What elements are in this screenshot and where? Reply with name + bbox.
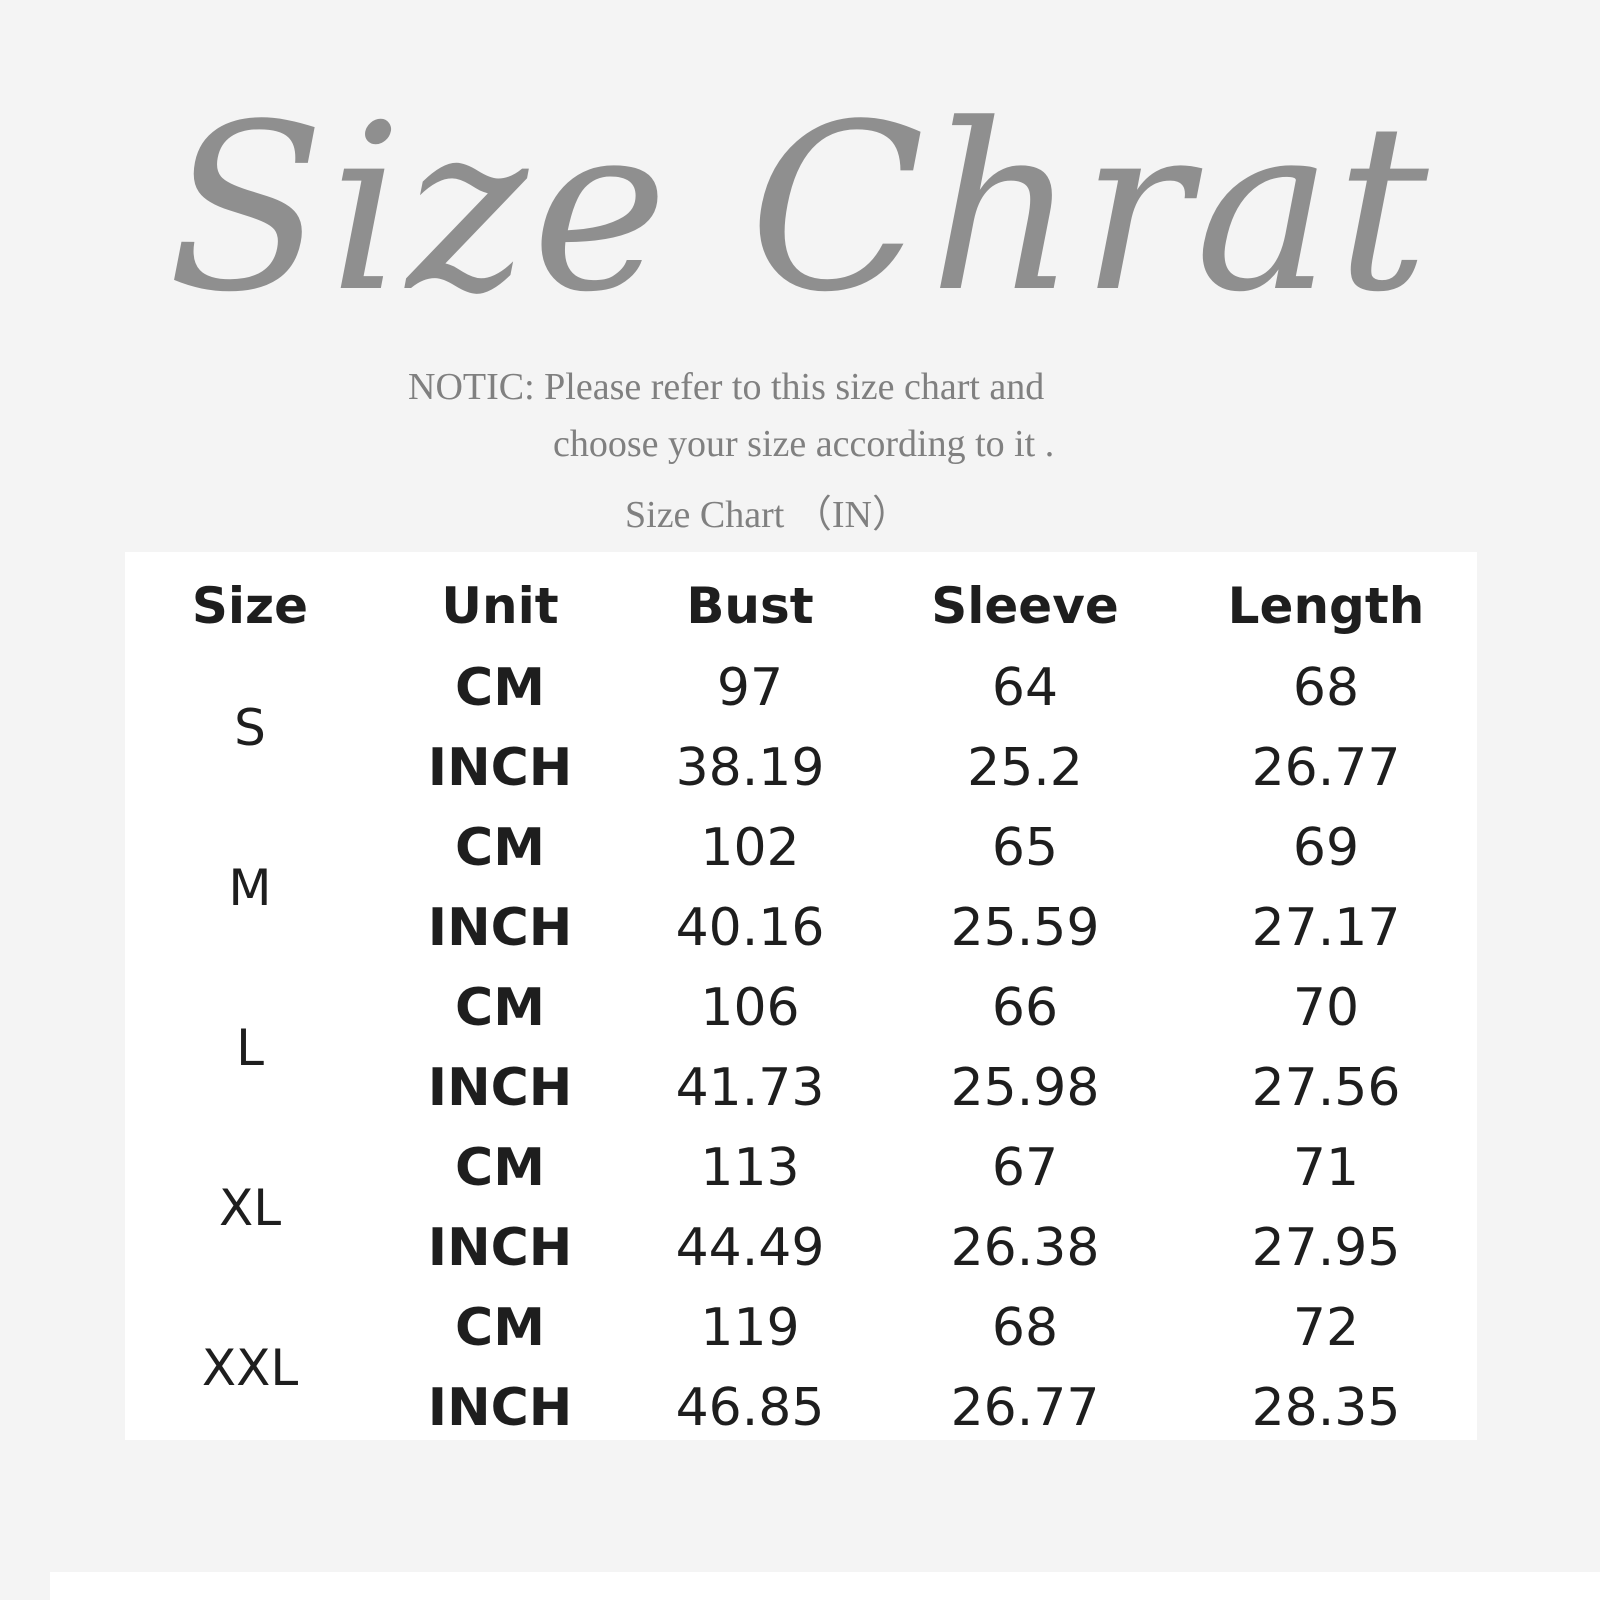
unit-cell: INCH bbox=[427, 1378, 573, 1438]
length-value: 68 bbox=[1292, 658, 1360, 718]
sleeve-value: 26.38 bbox=[950, 1218, 1100, 1278]
length-value: 71 bbox=[1292, 1138, 1360, 1198]
sleeve-value: 25.2 bbox=[967, 738, 1083, 798]
size-label: S bbox=[234, 699, 266, 757]
length-value: 72 bbox=[1292, 1298, 1360, 1358]
unit-cell: INCH bbox=[427, 1218, 573, 1278]
header-length: Length bbox=[1227, 577, 1425, 635]
length-value: 69 bbox=[1292, 818, 1360, 878]
sleeve-value: 66 bbox=[991, 978, 1059, 1038]
unit-cell: INCH bbox=[427, 1058, 573, 1118]
table-row: M CM 102 65 69 bbox=[125, 808, 1477, 917]
size-label: M bbox=[228, 859, 272, 917]
length-value: 70 bbox=[1292, 978, 1360, 1038]
length-value: 27.95 bbox=[1251, 1218, 1401, 1278]
bust-value: 106 bbox=[700, 978, 800, 1038]
table-row: INCH 44.49 26.38 27.95 bbox=[125, 1208, 1477, 1288]
table-row: XXL CM 119 68 72 bbox=[125, 1288, 1477, 1397]
sleeve-value: 65 bbox=[991, 818, 1059, 878]
unit-cell: CM bbox=[455, 978, 545, 1038]
notice-unit-caption: Size Chart （IN） bbox=[625, 494, 910, 536]
unit-cell: INCH bbox=[427, 898, 573, 958]
bust-value: 97 bbox=[716, 658, 784, 718]
size-table-card: Size Unit Bust Sleeve Length S CM 97 64 … bbox=[125, 552, 1477, 1440]
notice-line-2: choose your size according to it . bbox=[553, 423, 1055, 465]
length-value: 27.17 bbox=[1251, 898, 1401, 958]
unit-cell: CM bbox=[455, 818, 545, 878]
sleeve-value: 67 bbox=[991, 1138, 1059, 1198]
unit-cell: CM bbox=[455, 1298, 545, 1358]
length-value: 28.35 bbox=[1251, 1378, 1401, 1438]
bust-value: 113 bbox=[700, 1138, 800, 1198]
table-row: L CM 106 66 70 bbox=[125, 968, 1477, 1077]
size-label: XL bbox=[218, 1179, 282, 1237]
table-row: INCH 38.19 25.2 26.77 bbox=[125, 728, 1477, 808]
bust-value: 119 bbox=[700, 1298, 800, 1358]
header-unit: Unit bbox=[441, 577, 559, 635]
unit-cell: INCH bbox=[427, 738, 573, 798]
table-row: XL CM 113 67 71 bbox=[125, 1128, 1477, 1237]
sleeve-value: 25.59 bbox=[950, 898, 1100, 958]
table-row: INCH 40.16 25.59 27.17 bbox=[125, 888, 1477, 968]
table-row: INCH 41.73 25.98 27.56 bbox=[125, 1048, 1477, 1128]
bust-value: 40.16 bbox=[675, 898, 825, 958]
unit-cell: CM bbox=[455, 1138, 545, 1198]
sleeve-value: 25.98 bbox=[950, 1058, 1100, 1118]
length-value: 26.77 bbox=[1251, 738, 1401, 798]
table-header-row: Size Unit Bust Sleeve Length bbox=[125, 564, 1477, 648]
sleeve-value: 64 bbox=[991, 658, 1059, 718]
bust-value: 38.19 bbox=[675, 738, 825, 798]
bust-value: 44.49 bbox=[675, 1218, 825, 1278]
length-value: 27.56 bbox=[1251, 1058, 1401, 1118]
header-sleeve: Sleeve bbox=[931, 577, 1119, 635]
bust-value: 46.85 bbox=[675, 1378, 825, 1438]
header-size: Size bbox=[191, 577, 309, 635]
table-row: S CM 97 64 68 bbox=[125, 648, 1477, 757]
table-row: INCH 46.85 26.77 28.35 bbox=[125, 1368, 1477, 1448]
unit-cell: CM bbox=[455, 658, 545, 718]
notice-line-1: NOTIC: Please refer to this size chart a… bbox=[408, 366, 1045, 408]
page-title: Size Chrat bbox=[167, 76, 1433, 343]
size-table: Size Unit Bust Sleeve Length S CM 97 64 … bbox=[125, 564, 1477, 1448]
bust-value: 41.73 bbox=[675, 1058, 825, 1118]
sleeve-value: 68 bbox=[991, 1298, 1059, 1358]
size-label: L bbox=[236, 1019, 264, 1077]
bottom-strip bbox=[50, 1572, 1600, 1600]
header-bust: Bust bbox=[686, 577, 814, 635]
size-label: XXL bbox=[201, 1339, 299, 1397]
sleeve-value: 26.77 bbox=[950, 1378, 1100, 1438]
bust-value: 102 bbox=[700, 818, 800, 878]
